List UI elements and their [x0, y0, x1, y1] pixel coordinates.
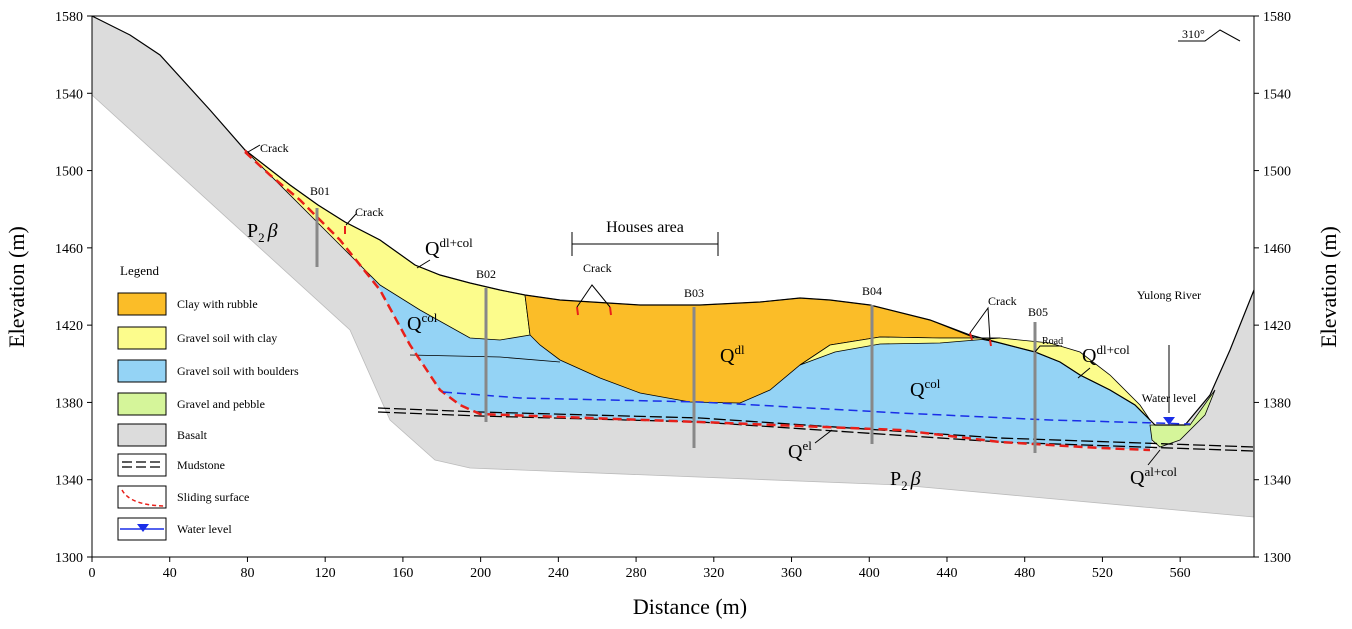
annotation: Crack [583, 261, 612, 275]
y2-tick-label: 1420 [1263, 319, 1291, 334]
x-tick-label: 400 [859, 566, 880, 581]
unit-label: Qdl+col [425, 235, 473, 260]
y-tick-label: 1460 [55, 242, 83, 257]
x-axis-title: Distance (m) [633, 594, 747, 619]
y-axis-title: Elevation (m) [4, 226, 29, 348]
x-tick-label: 360 [781, 566, 802, 581]
y-tick-label: 1380 [55, 396, 83, 411]
x-tick-label: 280 [626, 566, 647, 581]
legend-label: Water level [177, 522, 232, 536]
y-tick-label: 1420 [55, 319, 83, 334]
y-tick-label: 1300 [55, 551, 83, 566]
borehole-label: B04 [862, 284, 882, 298]
y2-tick-label: 1500 [1263, 165, 1291, 180]
annotation: Water level [1142, 391, 1197, 405]
legend-title: Legend [120, 263, 159, 278]
y2-axis-title: Elevation (m) [1316, 226, 1341, 348]
annotation: Road [1042, 336, 1063, 347]
x-tick-label: 200 [470, 566, 491, 581]
x-tick-label: 320 [703, 566, 724, 581]
borehole-label: B05 [1028, 305, 1048, 319]
y-tick-label: 1340 [55, 474, 83, 489]
annotation: Yulong River [1137, 288, 1201, 302]
x-tick-label: 40 [163, 566, 177, 581]
annotation: Houses area [606, 219, 684, 236]
x-tick-label: 520 [1092, 566, 1113, 581]
legend: Legend Clay with rubble Gravel soil with… [118, 263, 299, 540]
legend-label: Gravel soil with clay [177, 331, 277, 345]
legend-label: Basalt [177, 428, 208, 442]
x-tick-label: 440 [936, 566, 957, 581]
y2-tick-label: 1460 [1263, 242, 1291, 257]
annotation: Crack [260, 141, 289, 155]
x-tick-label: 120 [315, 566, 336, 581]
annotation: Crack [355, 205, 384, 219]
y2-tick-label: 1380 [1263, 396, 1291, 411]
y2-tick-label: 1580 [1263, 10, 1291, 25]
y2-tick-label: 1540 [1263, 87, 1291, 102]
legend-label: Gravel and pebble [177, 397, 265, 411]
y2-tick-label: 1340 [1263, 474, 1291, 489]
x-tick-label: 480 [1014, 566, 1035, 581]
y2-tick-label: 1300 [1263, 551, 1291, 566]
x-tick-label: 0 [89, 566, 96, 581]
legend-label: Gravel soil with boulders [177, 364, 299, 378]
legend-label: Mudstone [177, 458, 225, 472]
annotation: Crack [988, 294, 1017, 308]
annotation: 310° [1182, 27, 1205, 41]
borehole-label: B01 [310, 184, 330, 198]
legend-label: Clay with rubble [177, 297, 258, 311]
unit-label: Qdl+col [1082, 342, 1130, 367]
y-tick-label: 1540 [55, 87, 83, 102]
borehole-label: B03 [684, 286, 704, 300]
legend-label: Sliding surface [177, 490, 249, 504]
x-tick-label: 560 [1170, 566, 1191, 581]
y-tick-label: 1580 [55, 10, 83, 25]
cross-section: Crack Crack Crack Crack Yulong River Wat… [0, 0, 1352, 624]
borehole-label: B02 [476, 267, 496, 281]
y-tick-label: 1500 [55, 165, 83, 180]
x-tick-label: 240 [548, 566, 569, 581]
x-tick-label: 80 [240, 566, 254, 581]
x-tick-label: 160 [392, 566, 413, 581]
